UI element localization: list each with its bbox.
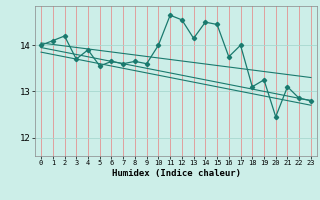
X-axis label: Humidex (Indice chaleur): Humidex (Indice chaleur) (111, 169, 241, 178)
